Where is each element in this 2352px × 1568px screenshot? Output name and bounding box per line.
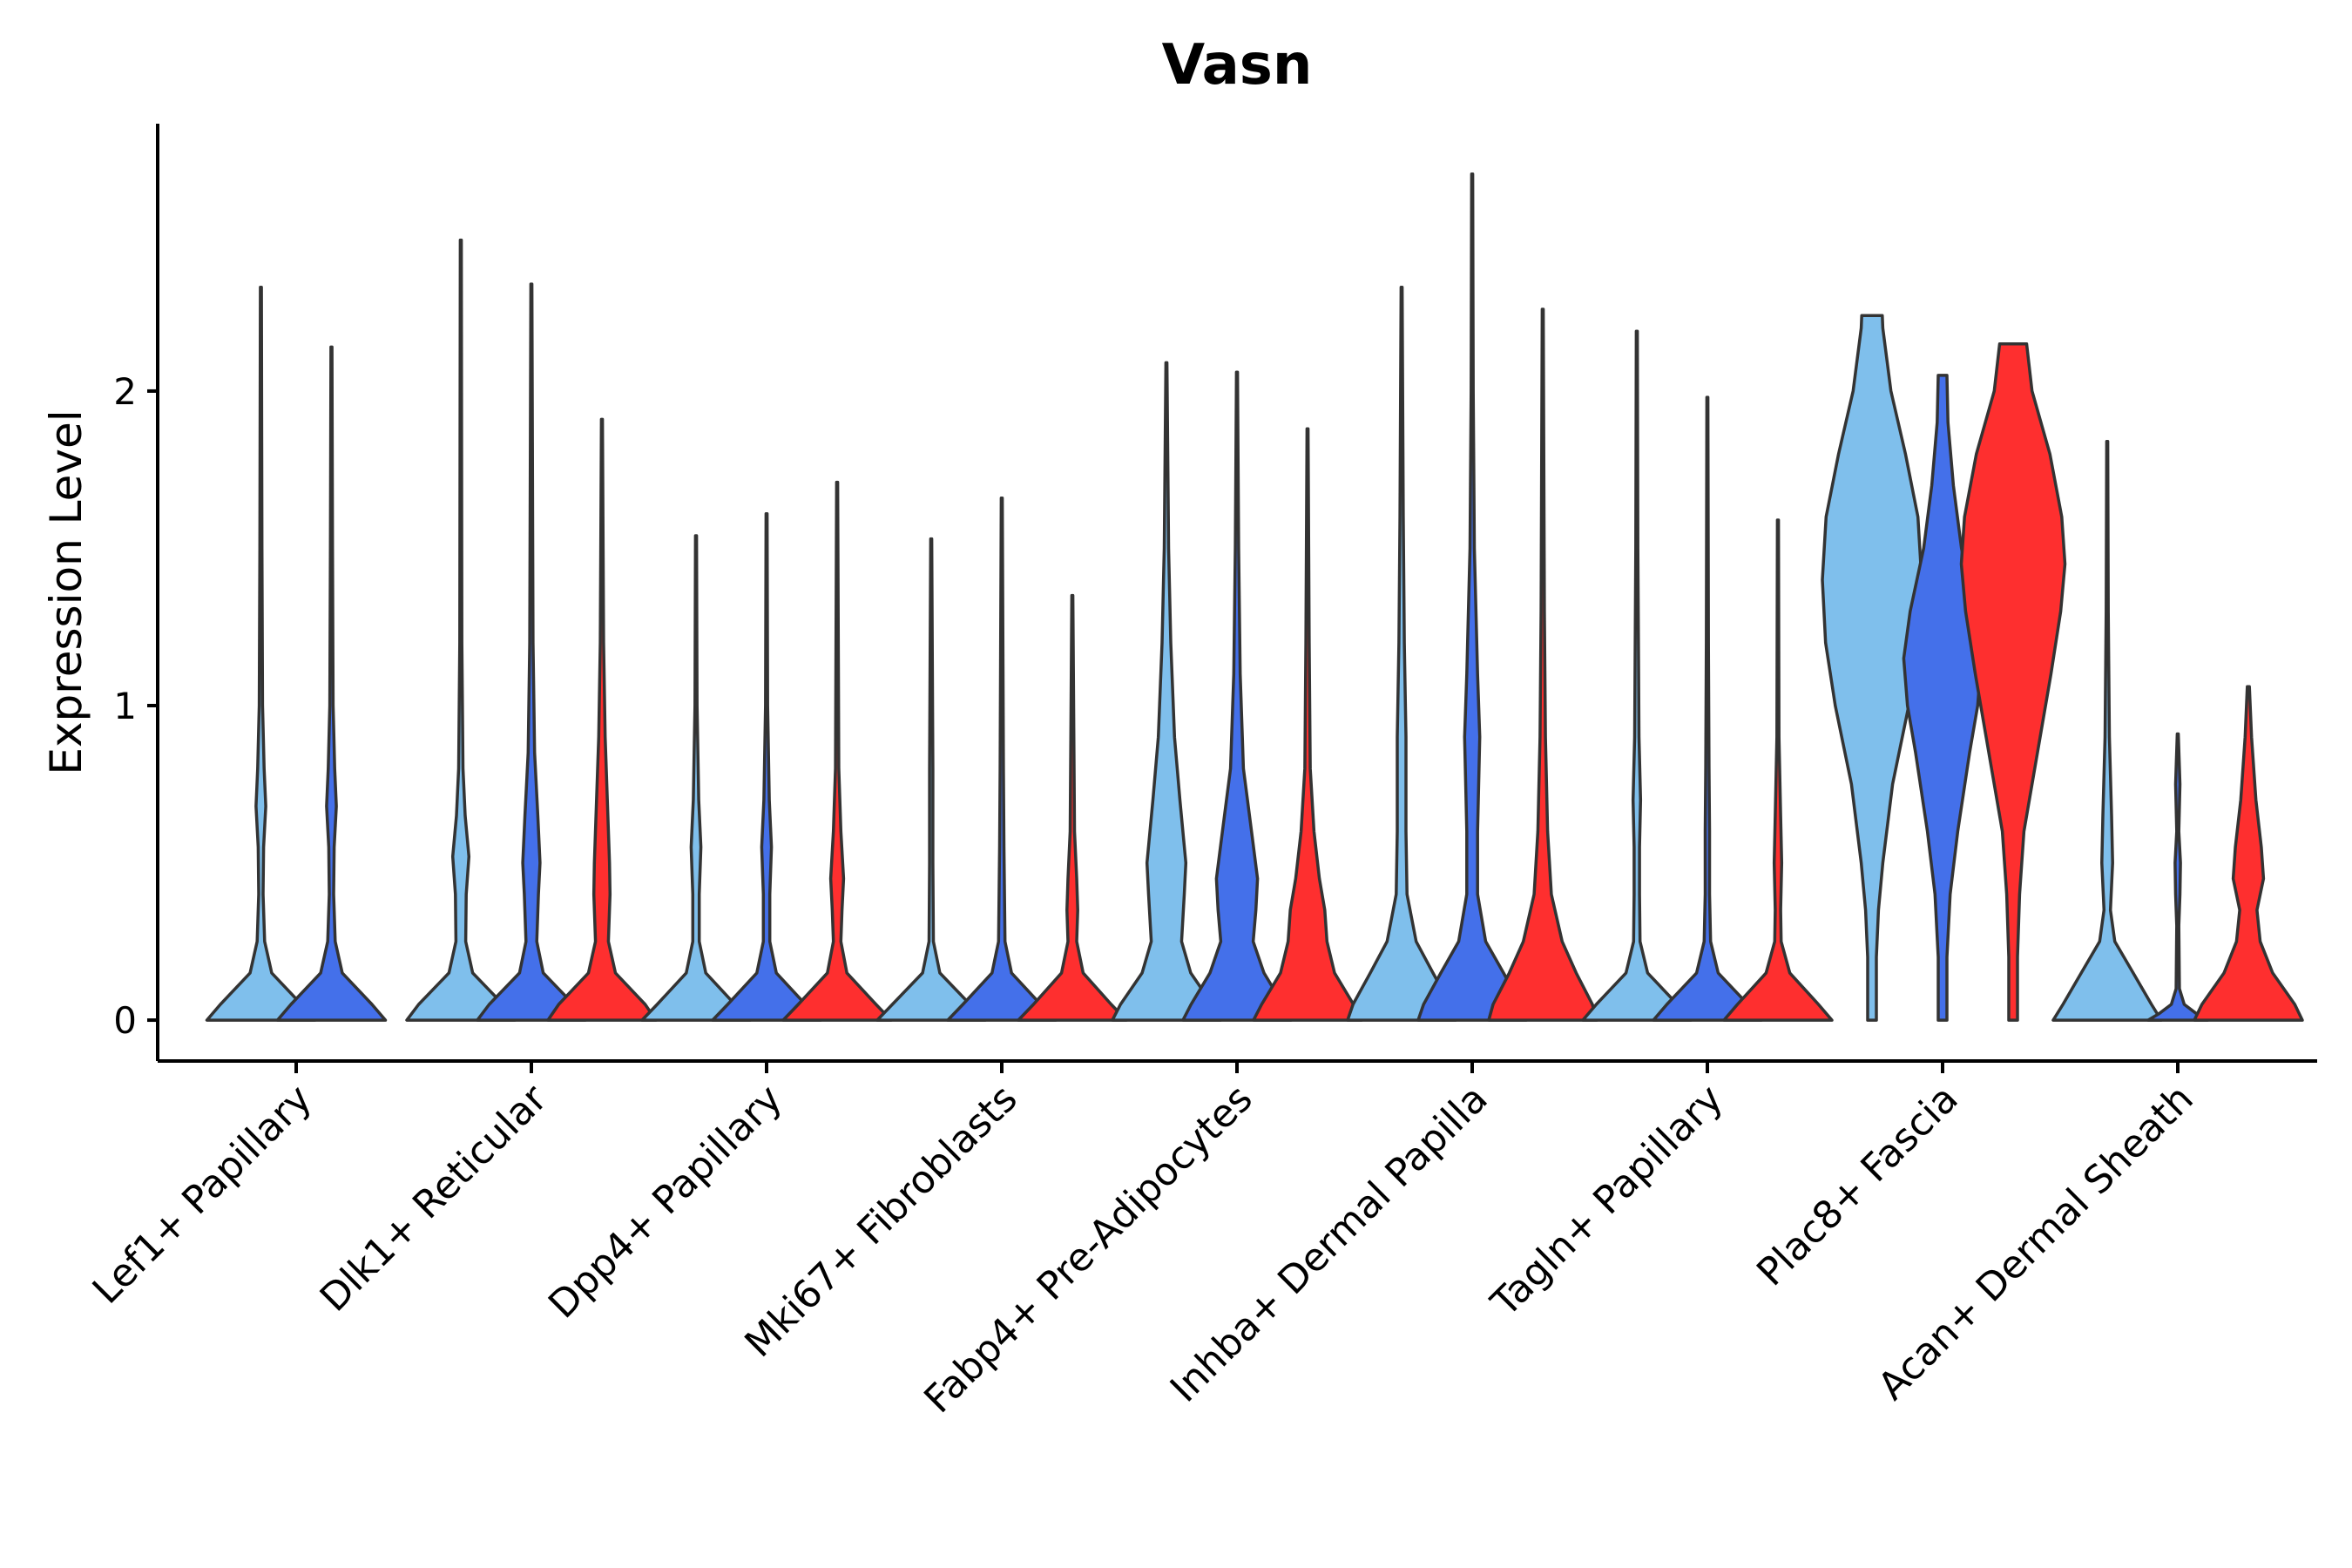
x-tick-label: Lef1+ Papillary bbox=[84, 1077, 321, 1313]
violin-1-0 bbox=[407, 240, 515, 1021]
violin-5-2 bbox=[1489, 309, 1597, 1020]
y-tick-label: 1 bbox=[113, 685, 137, 727]
violin-4-2 bbox=[1254, 429, 1362, 1020]
violin-2-2 bbox=[783, 483, 891, 1021]
violin-7-1 bbox=[1903, 375, 1981, 1020]
violin-5-0 bbox=[1348, 287, 1456, 1020]
violin-2-1 bbox=[713, 514, 821, 1020]
x-tick-label: Dlk1+ Reticular bbox=[312, 1076, 557, 1321]
y-tick-label: 2 bbox=[113, 370, 137, 413]
violin-0-1 bbox=[278, 347, 386, 1020]
y-axis-ticks: 0 1 2 bbox=[113, 370, 158, 1042]
violin-1-2 bbox=[548, 419, 656, 1020]
x-tick-label: Plac8+ Fascia bbox=[1748, 1077, 1967, 1295]
violin-5-1 bbox=[1418, 174, 1526, 1020]
violin-4-1 bbox=[1183, 372, 1291, 1020]
violin-8-2 bbox=[2194, 686, 2302, 1020]
violin-8-0 bbox=[2053, 442, 2161, 1020]
violin-8-1 bbox=[2148, 734, 2207, 1021]
violin-layer bbox=[207, 174, 2303, 1020]
violin-1-1 bbox=[477, 284, 585, 1020]
violin-6-0 bbox=[1583, 331, 1691, 1020]
violin-0-0 bbox=[207, 287, 315, 1020]
violin-3-2 bbox=[1018, 596, 1126, 1021]
x-tick-label: Tagln+ Papillary bbox=[1483, 1077, 1732, 1326]
chart-title: Vasn bbox=[1162, 33, 1313, 98]
violin-3-0 bbox=[877, 539, 985, 1021]
x-tick-label: Dpp4+ Papillary bbox=[540, 1077, 791, 1328]
violin-6-2 bbox=[1724, 520, 1832, 1020]
violin-2-0 bbox=[642, 536, 750, 1020]
violin-6-1 bbox=[1653, 397, 1761, 1020]
y-axis-label: Expression Level bbox=[41, 409, 91, 774]
violin-4-0 bbox=[1112, 362, 1220, 1020]
violin-chart: Vasn Expression Level 0 1 2 Lef1+ Papillar… bbox=[0, 0, 2352, 1568]
violin-3-1 bbox=[948, 498, 1056, 1020]
y-tick-label: 0 bbox=[113, 999, 137, 1042]
violin-7-2 bbox=[1962, 344, 2065, 1020]
